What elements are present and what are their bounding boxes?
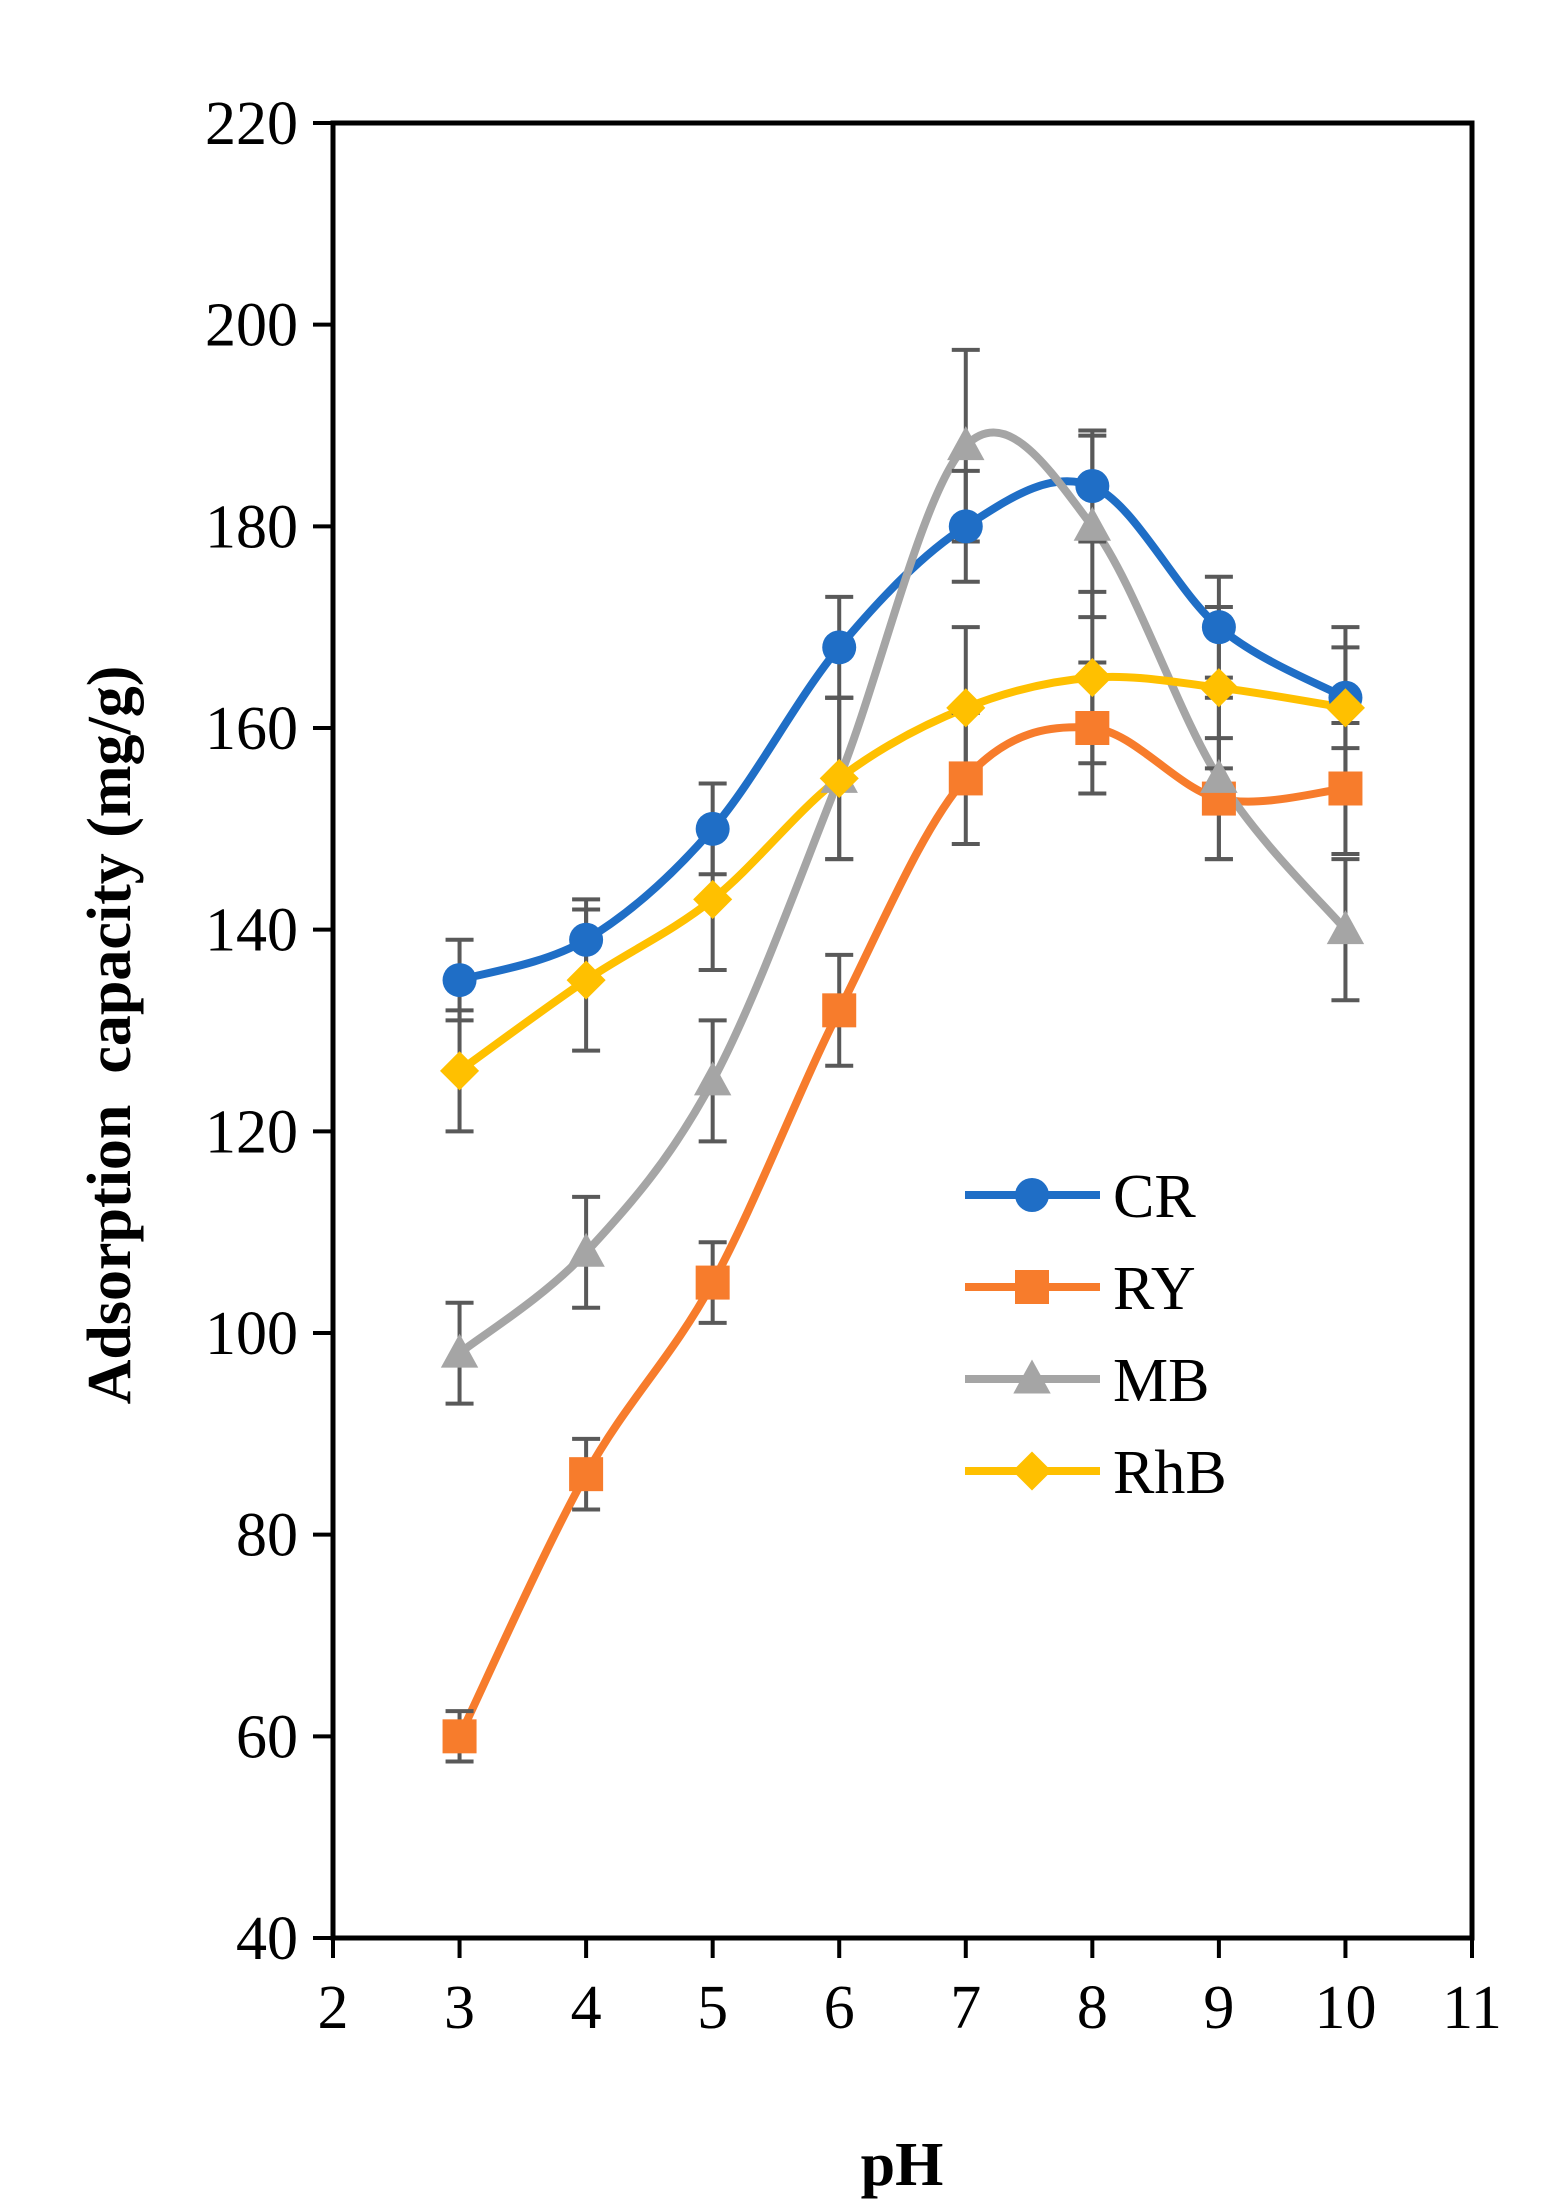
point-cr [442, 963, 477, 998]
y-tick-label: 120 [205, 1098, 298, 1166]
point-cr [822, 630, 857, 665]
y-tick-label: 160 [205, 695, 298, 763]
point-rhb [819, 758, 859, 798]
point-mb [1073, 506, 1112, 541]
point-rhb [440, 1051, 480, 1091]
x-tick-label: 5 [697, 1974, 728, 2042]
x-axis-title: pH [861, 2131, 944, 2199]
y-tick-label: 100 [205, 1300, 298, 1368]
point-ry [822, 993, 857, 1028]
point-cr [695, 811, 730, 846]
point-ry [1328, 771, 1363, 806]
x-tick-label: 10 [1314, 1974, 1376, 2042]
ticks-layer: 2 3 4 5 6 7 8 9 10 11 40 60 80 100 120 140 160 180 200 220 [205, 90, 1502, 2042]
point-rhb [1325, 688, 1365, 728]
point-mb [1200, 758, 1238, 793]
point-mb [1326, 910, 1365, 945]
point-rhb [1199, 668, 1239, 708]
x-tick-label: 2 [318, 1974, 349, 2042]
point-cr [1075, 469, 1110, 503]
y-tick-label: 220 [205, 90, 298, 158]
point-mb [693, 1061, 732, 1096]
legend-marker-cr [1015, 1178, 1049, 1212]
markers-layer [440, 426, 1365, 1754]
legend-marker-rhb [1012, 1451, 1052, 1491]
y-tick-label: 140 [205, 897, 298, 965]
point-mb [947, 426, 985, 461]
point-ry [695, 1265, 730, 1300]
point-mb [567, 1232, 605, 1267]
point-mb [440, 1333, 479, 1368]
series-line-mb [455, 428, 1350, 1358]
y-tick-label: 180 [205, 493, 298, 561]
point-rhb [693, 879, 733, 919]
point-ry [948, 761, 983, 796]
legend-label-mb: MB [1113, 1347, 1209, 1415]
series-line-cr [455, 477, 1350, 985]
legend-marker-ry [1015, 1270, 1049, 1304]
legend: CR RY MB RhB [965, 1163, 1227, 1507]
y-tick-label: 40 [236, 1905, 298, 1973]
x-tick-label: 11 [1442, 1974, 1502, 2042]
plot-frame [330, 120, 1475, 1941]
point-ry [442, 1719, 477, 1754]
point-ry [1075, 711, 1110, 745]
y-axis-title: Adsorption capacity (mg/g) [76, 666, 144, 1405]
x-tick-label: 3 [444, 1974, 475, 2042]
x-tick-label: 7 [950, 1974, 981, 2042]
point-rhb [946, 688, 986, 728]
legend-label-ry: RY [1113, 1255, 1196, 1323]
y-tick-label: 200 [205, 292, 298, 360]
point-cr [569, 922, 604, 957]
legend-label-cr: CR [1113, 1163, 1196, 1231]
legend-label-rhb: RhB [1113, 1439, 1227, 1507]
point-rhb [566, 960, 606, 1000]
point-cr [1201, 610, 1236, 645]
point-rhb [1072, 658, 1112, 698]
point-ry [569, 1457, 604, 1492]
x-tick-label: 8 [1077, 1974, 1108, 2042]
legend-marker-mb [1013, 1359, 1051, 1394]
error-bars-layer [445, 347, 1360, 1764]
series-line-ry [455, 723, 1350, 1741]
y-tick-label: 60 [236, 1703, 298, 1771]
point-cr [948, 509, 983, 544]
y-tick-label: 80 [236, 1502, 298, 1570]
x-tick-label: 4 [571, 1974, 602, 2042]
x-tick-label: 9 [1203, 1974, 1234, 2042]
x-tick-label: 6 [824, 1974, 855, 2042]
